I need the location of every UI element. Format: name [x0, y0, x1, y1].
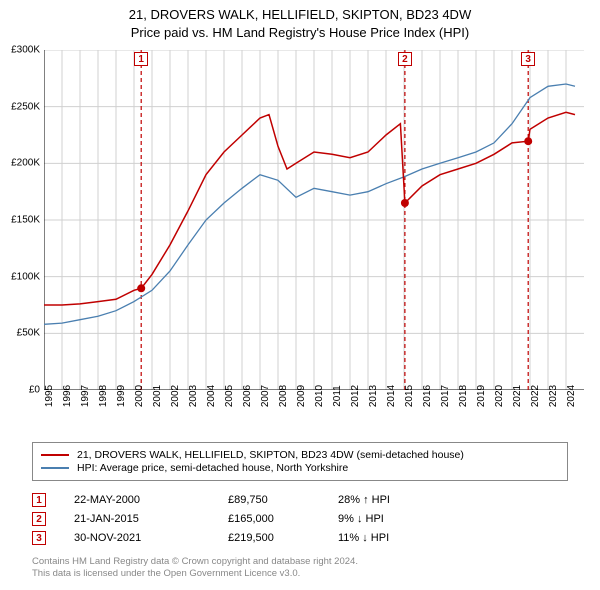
- y-tick-label: £300K: [11, 45, 40, 56]
- chart-svg: [44, 50, 584, 390]
- event-row: 1 22-MAY-2000£89,75028% ↑ HPI: [32, 493, 568, 507]
- legend-swatch: [41, 454, 69, 456]
- x-tick-label: 2007: [260, 385, 271, 407]
- event-date: 21-JAN-2015: [74, 513, 228, 525]
- events-table: 1 22-MAY-2000£89,75028% ↑ HPI 2 21-JAN-2015…: [32, 488, 568, 550]
- x-tick-label: 2018: [458, 385, 469, 407]
- x-tick-label: 2010: [314, 385, 325, 407]
- x-tick-label: 2002: [170, 385, 181, 407]
- x-tick-label: 2004: [206, 385, 217, 407]
- y-tick-label: £250K: [11, 101, 40, 112]
- event-diff: 9% ↓ HPI: [338, 513, 458, 525]
- x-tick-label: 2009: [296, 385, 307, 407]
- title-line-1: 21, DROVERS WALK, HELLIFIELD, SKIPTON, B…: [0, 6, 600, 24]
- marker-flag: 2: [398, 52, 412, 66]
- event-row: 3 30-NOV-2021£219,50011% ↓ HPI: [32, 531, 568, 545]
- event-price: £89,750: [228, 494, 338, 506]
- x-tick-label: 1997: [80, 385, 91, 407]
- y-tick-label: £200K: [11, 158, 40, 169]
- x-tick-label: 2019: [476, 385, 487, 407]
- x-tick-label: 1996: [62, 385, 73, 407]
- event-date: 22-MAY-2000: [74, 494, 228, 506]
- x-tick-label: 2008: [278, 385, 289, 407]
- x-tick-label: 2013: [368, 385, 379, 407]
- y-tick-label: £150K: [11, 215, 40, 226]
- event-price: £165,000: [228, 513, 338, 525]
- legend-swatch: [41, 467, 69, 469]
- x-tick-label: 2024: [566, 385, 577, 407]
- legend-label: HPI: Average price, semi-detached house,…: [77, 462, 348, 474]
- x-tick-label: 2020: [494, 385, 505, 407]
- y-axis-labels: £0£50K£100K£150K£200K£250K£300K: [0, 50, 42, 390]
- event-diff: 11% ↓ HPI: [338, 532, 458, 544]
- x-tick-label: 2015: [404, 385, 415, 407]
- y-tick-label: £0: [29, 385, 40, 396]
- x-tick-label: 2011: [332, 385, 343, 407]
- x-tick-label: 2006: [242, 385, 253, 407]
- x-tick-label: 1998: [98, 385, 109, 407]
- event-diff: 28% ↑ HPI: [338, 494, 458, 506]
- legend-row: HPI: Average price, semi-detached house,…: [41, 462, 559, 474]
- x-tick-label: 2005: [224, 385, 235, 407]
- x-tick-label: 1995: [44, 385, 55, 407]
- y-tick-label: £100K: [11, 271, 40, 282]
- y-tick-label: £50K: [17, 328, 40, 339]
- event-badge: 1: [32, 493, 46, 507]
- event-row: 2 21-JAN-2015£165,0009% ↓ HPI: [32, 512, 568, 526]
- x-tick-label: 2001: [152, 385, 163, 407]
- marker-flag: 3: [521, 52, 535, 66]
- event-badge: 2: [32, 512, 46, 526]
- event-badge: 3: [32, 531, 46, 545]
- title-block: 21, DROVERS WALK, HELLIFIELD, SKIPTON, B…: [0, 0, 600, 42]
- x-axis-labels: 1995199619971998199920002001200220032004…: [44, 392, 584, 442]
- x-tick-label: 2012: [350, 385, 361, 407]
- marker-flag: 1: [134, 52, 148, 66]
- event-price: £219,500: [228, 532, 338, 544]
- footer-line-1: Contains HM Land Registry data © Crown c…: [32, 556, 568, 568]
- x-tick-label: 1999: [116, 385, 127, 407]
- x-tick-label: 2000: [134, 385, 145, 407]
- title-line-2: Price paid vs. HM Land Registry's House …: [0, 24, 600, 42]
- x-tick-label: 2017: [440, 385, 451, 407]
- legend-row: 21, DROVERS WALK, HELLIFIELD, SKIPTON, B…: [41, 449, 559, 461]
- x-tick-label: 2022: [530, 385, 541, 407]
- chart-container: 21, DROVERS WALK, HELLIFIELD, SKIPTON, B…: [0, 0, 600, 590]
- chart-plot-area: 1 2 3: [44, 50, 584, 390]
- event-date: 30-NOV-2021: [74, 532, 228, 544]
- x-tick-label: 2021: [512, 385, 523, 407]
- legend-label: 21, DROVERS WALK, HELLIFIELD, SKIPTON, B…: [77, 449, 464, 461]
- x-tick-label: 2014: [386, 385, 397, 407]
- x-tick-label: 2016: [422, 385, 433, 407]
- x-tick-label: 2003: [188, 385, 199, 407]
- x-tick-label: 2023: [548, 385, 559, 407]
- footer-line-2: This data is licensed under the Open Gov…: [32, 568, 568, 580]
- footer-attribution: Contains HM Land Registry data © Crown c…: [32, 556, 568, 581]
- legend-box: 21, DROVERS WALK, HELLIFIELD, SKIPTON, B…: [32, 442, 568, 481]
